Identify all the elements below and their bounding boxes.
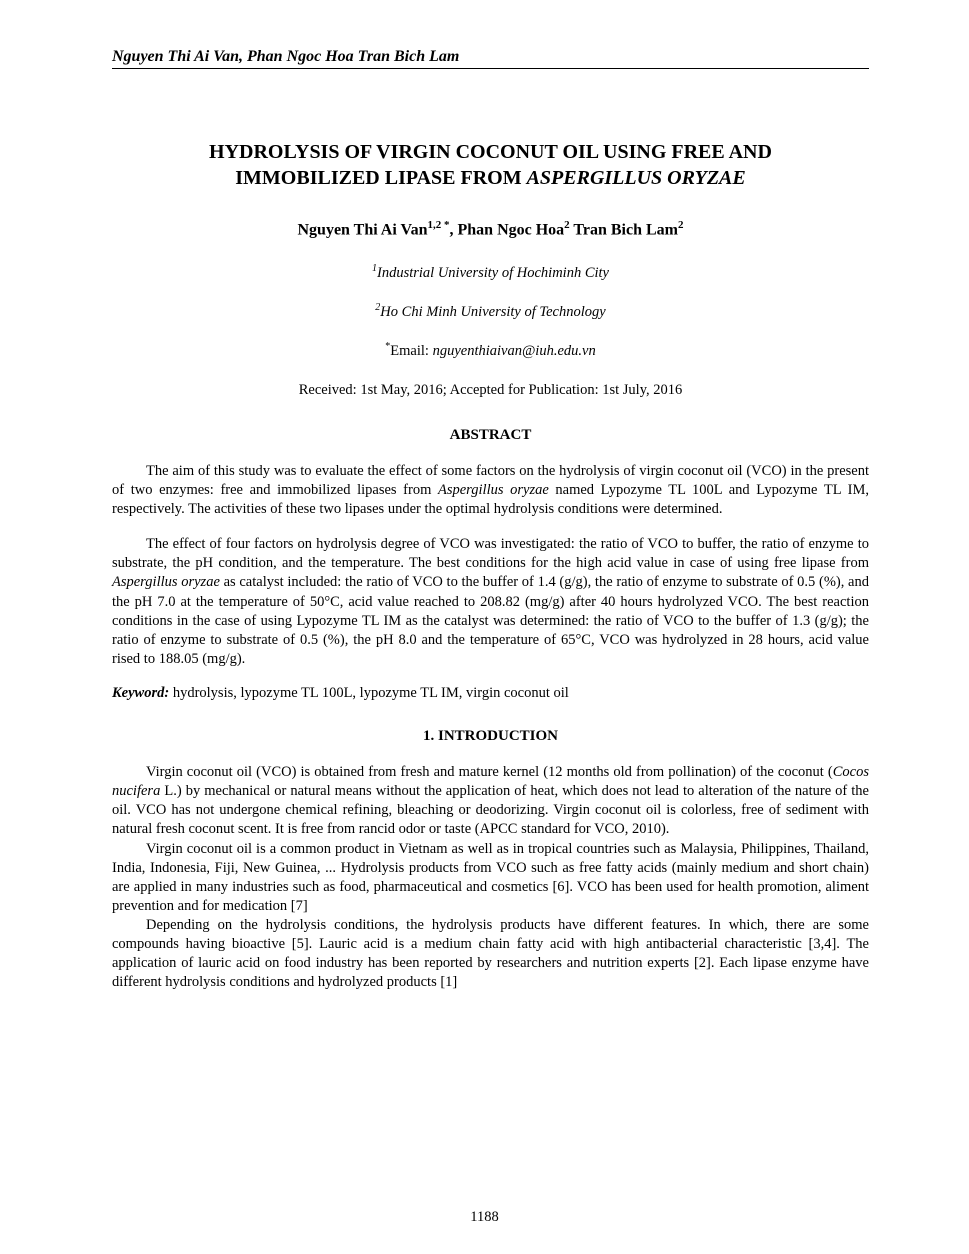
affiliation-1: 1Industrial University of Hochiminh City bbox=[112, 263, 869, 282]
abstract-p2-a: The effect of four factors on hydrolysis… bbox=[112, 536, 869, 571]
affiliation-1-text: Industrial University of Hochiminh City bbox=[377, 265, 609, 281]
author-3-name: Tran Bich Lam bbox=[573, 221, 678, 238]
author-2-name: Phan Ngoc Hoa bbox=[458, 221, 565, 238]
intro-paragraph-2: Virgin coconut oil is a common product i… bbox=[112, 840, 869, 917]
running-header: Nguyen Thi Ai Van, Phan Ngoc Hoa Tran Bi… bbox=[112, 48, 869, 69]
abstract-p1-b-italic: Aspergillus oryzae bbox=[438, 482, 549, 498]
intro-p1-a: Virgin coconut oil (VCO) is obtained fro… bbox=[146, 764, 833, 780]
page: Nguyen Thi Ai Van, Phan Ngoc Hoa Tran Bi… bbox=[0, 0, 969, 1254]
authors-line: Nguyen Thi Ai Van1,2 *, Phan Ngoc Hoa2 T… bbox=[112, 219, 869, 239]
abstract-p2-c: as catalyst included: the ratio of VCO t… bbox=[112, 574, 869, 667]
abstract-paragraph-1: The aim of this study was to evaluate th… bbox=[112, 462, 869, 519]
title-line-2-plain: IMMOBILIZED LIPASE FROM bbox=[235, 167, 526, 189]
title-line-2-italic: ASPERGILLUS ORYZAE bbox=[527, 167, 746, 189]
author-sep-1: , bbox=[450, 221, 458, 238]
keywords-text: hydrolysis, lypozyme TL 100L, lypozyme T… bbox=[169, 685, 569, 701]
affiliation-2-text: Ho Chi Minh University of Technology bbox=[380, 304, 605, 320]
author-1-sup: 1,2 * bbox=[428, 219, 450, 231]
author-1-name: Nguyen Thi Ai Van bbox=[298, 221, 428, 238]
email-address: nguyenthiaivan@iuh.edu.vn bbox=[433, 343, 596, 359]
intro-p1-c: L.) by mechanical or natural means witho… bbox=[112, 783, 869, 837]
page-number: 1188 bbox=[0, 1209, 969, 1226]
introduction-body: Virgin coconut oil (VCO) is obtained fro… bbox=[112, 763, 869, 993]
paper-title: HYDROLYSIS OF VIRGIN COCONUT OIL USING F… bbox=[131, 139, 851, 191]
abstract-paragraph-2: The effect of four factors on hydrolysis… bbox=[112, 535, 869, 669]
corresponding-email: *Email: nguyenthiaivan@iuh.edu.vn bbox=[112, 341, 869, 360]
intro-paragraph-3: Depending on the hydrolysis conditions, … bbox=[112, 916, 869, 993]
title-line-1: HYDROLYSIS OF VIRGIN COCONUT OIL USING F… bbox=[209, 141, 772, 163]
email-label: Email: bbox=[390, 343, 432, 359]
author-2-sup: 2 bbox=[564, 219, 570, 231]
author-3-sup: 2 bbox=[678, 219, 684, 231]
affiliation-2: 2Ho Chi Minh University of Technology bbox=[112, 302, 869, 321]
keywords-label: Keyword: bbox=[112, 685, 169, 701]
introduction-heading: 1. INTRODUCTION bbox=[112, 728, 869, 745]
keywords-line: Keyword: hydrolysis, lypozyme TL 100L, l… bbox=[112, 685, 869, 702]
dates-line: Received: 1st May, 2016; Accepted for Pu… bbox=[112, 382, 869, 399]
intro-paragraph-1: Virgin coconut oil (VCO) is obtained fro… bbox=[112, 763, 869, 840]
abstract-p2-b-italic: Aspergillus oryzae bbox=[112, 574, 220, 590]
abstract-heading: ABSTRACT bbox=[112, 427, 869, 444]
